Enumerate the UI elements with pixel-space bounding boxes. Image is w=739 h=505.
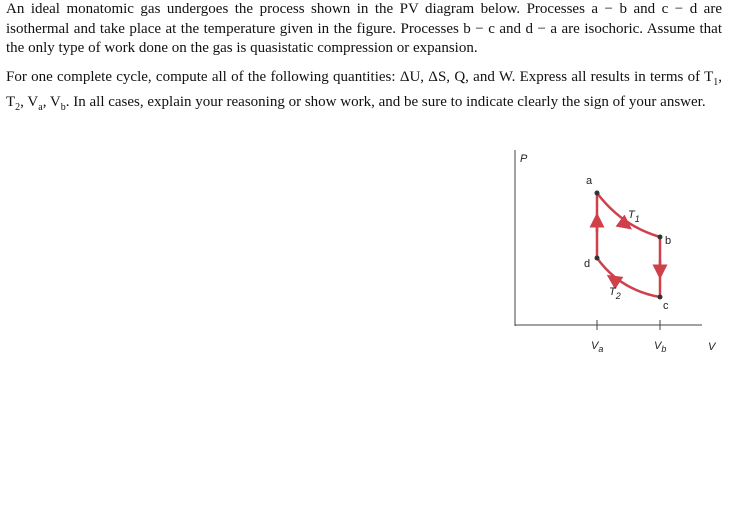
paragraph: An ideal monatomic gas undergoes the pro… [6,1,722,56]
subscript: b [60,101,66,113]
point-label: b [665,235,671,247]
point-label: c [663,300,669,312]
points [594,190,663,300]
volume-label: Vb [654,340,666,354]
isotherm-label: T1 [628,209,640,224]
text-run: , T [6,69,722,110]
subscript: 2 [15,101,21,113]
text-run: For one complete cycle, compute all of t… [6,69,714,85]
text-run: , V [20,93,39,110]
text-run: . In all cases, explain your reasoning o… [65,93,706,110]
cycle [589,192,668,299]
process-cd [595,257,661,299]
volume-label: Va [591,340,603,354]
subscript: 1 [713,77,719,88]
isotherm-label: T2 [609,286,621,301]
x-axis-label: V [708,341,717,353]
paragraph: For one complete cycle, compute all of t… [6,68,722,117]
y-axis-label: P [520,153,528,165]
point-label: a [586,175,593,187]
subscript: a [38,101,43,113]
text-run: , V [42,93,61,110]
point-label: d [584,258,590,270]
